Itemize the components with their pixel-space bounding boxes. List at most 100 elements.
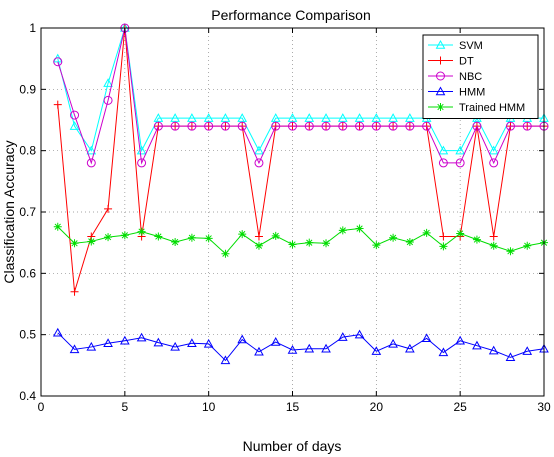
data-point-trained-hmm [288,240,297,249]
legend-marker-dt [436,56,445,65]
data-point-trained-hmm [372,241,381,250]
data-point-dt [70,287,79,296]
data-point-hmm [103,338,113,347]
data-point-svm [455,145,466,155]
data-point-svm [337,113,348,122]
data-point-svm [187,113,197,122]
data-point-hmm [187,338,197,347]
x-tick-label: 5 [121,400,128,414]
data-point-trained-hmm [187,233,196,242]
data-point-dt [53,100,62,109]
x-tick-label: 20 [370,400,384,414]
series-hmm [52,327,549,365]
data-point-hmm [287,344,298,354]
data-point-svm [170,113,180,122]
data-point-trained-hmm [254,241,263,250]
data-point-nbc [522,121,532,131]
data-point-dt [104,204,113,213]
series-nbc [53,23,549,168]
legend-marker-nbc [436,71,445,81]
legend-label-trained-hmm: Trained HMM [459,102,525,114]
data-point-svm [220,113,231,122]
legend-marker-svm [435,39,446,49]
data-point-hmm [203,338,214,348]
data-point-hmm [337,332,348,341]
data-point-svm [203,113,214,122]
data-point-nbc [254,158,264,168]
data-point-trained-hmm [87,237,96,246]
data-point-trained-hmm [137,227,146,236]
data-point-nbc [405,121,415,131]
data-point-nbc [220,121,230,131]
data-point-hmm [237,334,248,344]
data-point-svm [321,113,331,122]
legend-label-hmm: HMM [459,87,485,99]
data-point-hmm [438,347,449,357]
data-point-svm [371,113,382,122]
y-tick-label: 0.4 [19,389,36,403]
data-point-trained-hmm [171,238,180,247]
y-tick-label: 0.6 [19,266,36,280]
x-tick-label: 30 [537,400,551,414]
data-point-svm [153,113,164,122]
data-point-trained-hmm [221,249,230,258]
data-point-trained-hmm [70,239,79,248]
data-point-nbc [371,121,381,131]
data-point-hmm [388,338,398,348]
data-point-hmm [405,343,415,353]
data-point-trained-hmm [204,234,213,243]
data-point-svm [354,113,365,122]
data-point-nbc [489,158,499,168]
data-point-trained-hmm [104,233,113,242]
legend-label-svm: SVM [459,40,483,52]
data-point-trained-hmm [338,226,347,235]
data-point-nbc [237,121,247,131]
data-point-nbc [438,158,448,168]
data-point-svm [438,145,449,155]
data-point-trained-hmm [271,231,280,240]
data-point-nbc [137,158,147,168]
data-point-dt [489,232,498,241]
data-point-svm [287,113,298,122]
data-point-svm [86,145,97,155]
data-point-nbc [422,121,432,131]
grid-lines [41,28,544,396]
x-tick-label: 15 [286,400,300,414]
legend-label-nbc: NBC [459,71,482,83]
data-point-svm [388,113,398,122]
x-axis-title: Number of days [243,438,342,454]
data-point-hmm [488,345,499,355]
data-point-svm [237,113,248,122]
data-point-nbc [53,57,63,67]
data-point-hmm [354,329,365,339]
data-point-nbc [455,158,465,168]
data-point-trained-hmm [154,232,163,241]
data-point-hmm [254,346,264,356]
y-tick-label: 0.9 [19,82,36,96]
y-tick-label: 1 [29,21,36,35]
y-axis-title: Classification Accuracy [1,140,17,283]
data-point-svm [304,113,315,122]
data-point-svm [103,78,113,87]
data-point-nbc [288,121,297,131]
data-point-hmm [505,352,516,362]
data-point-hmm [119,335,130,345]
legend: SVM DT NBC HMM Trained HMM [422,34,539,119]
data-point-hmm [136,332,147,342]
data-point-trained-hmm [120,231,129,240]
data-point-nbc [388,121,398,131]
axis-ticks: 0 5 10 15 20 25 30 0.4 0.5 0.6 0.7 0.8 0.9 1 [19,21,551,414]
data-point-hmm [455,335,466,345]
data-point-nbc [170,121,180,131]
y-tick-label: 0.7 [19,205,36,219]
data-point-nbc [338,121,348,131]
data-point-hmm [270,336,281,346]
data-point-svm [69,121,80,130]
data-point-trained-hmm [322,239,331,248]
data-point-nbc [271,121,281,131]
series-line-nbc [57,27,544,165]
data-point-trained-hmm [472,235,481,244]
series-line-hmm [57,332,545,362]
data-point-svm [254,145,264,155]
data-point-trained-hmm [405,238,414,247]
